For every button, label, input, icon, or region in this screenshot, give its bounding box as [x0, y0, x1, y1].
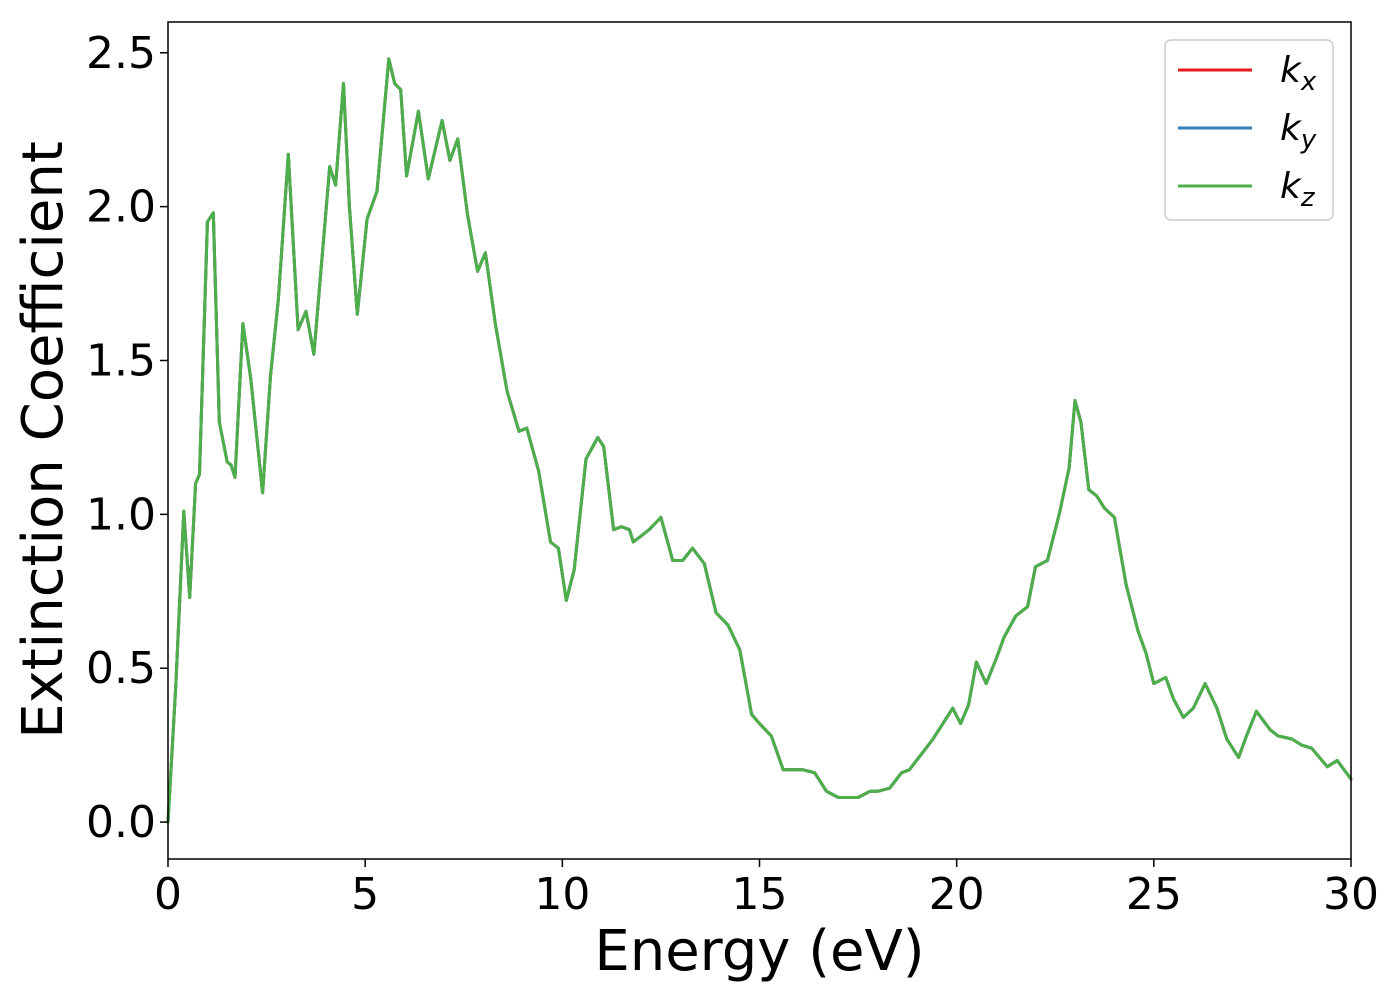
series-layer	[166, 57, 1353, 824]
x-tick-label: 10	[534, 869, 590, 920]
x-tick-label: 20	[929, 869, 985, 920]
legend: kx ky kz	[1164, 39, 1334, 221]
x-axis-title: Energy (eV)	[594, 919, 924, 984]
y-tick-label: 1.5	[86, 335, 156, 386]
x-tick-label: 30	[1323, 869, 1379, 920]
series-line-k-z	[166, 57, 1353, 824]
y-tick-label: 0.5	[86, 643, 156, 694]
plot-area	[168, 22, 1351, 859]
legend-label-ky: ky	[1280, 108, 1317, 155]
y-tick-label: 1.0	[86, 489, 156, 540]
y-axis-ticks: 0.0 0.5 1.0 1.5 2.0 2.5	[86, 28, 168, 848]
y-tick-label: 2.0	[86, 182, 156, 233]
legend-box	[1164, 39, 1334, 221]
x-tick-label: 0	[154, 869, 182, 920]
legend-label-kx: kx	[1280, 50, 1317, 97]
y-tick-label: 0.0	[86, 797, 156, 848]
y-axis-title: Extinction Coefficient	[11, 141, 76, 739]
y-tick-label: 2.5	[86, 28, 156, 79]
legend-label-kz: kz	[1280, 166, 1316, 213]
x-tick-label: 25	[1126, 869, 1182, 920]
x-tick-label: 5	[351, 869, 379, 920]
x-axis-ticks: 0 5 10 15 20 25 30	[154, 859, 1379, 920]
x-tick-label: 15	[732, 869, 788, 920]
